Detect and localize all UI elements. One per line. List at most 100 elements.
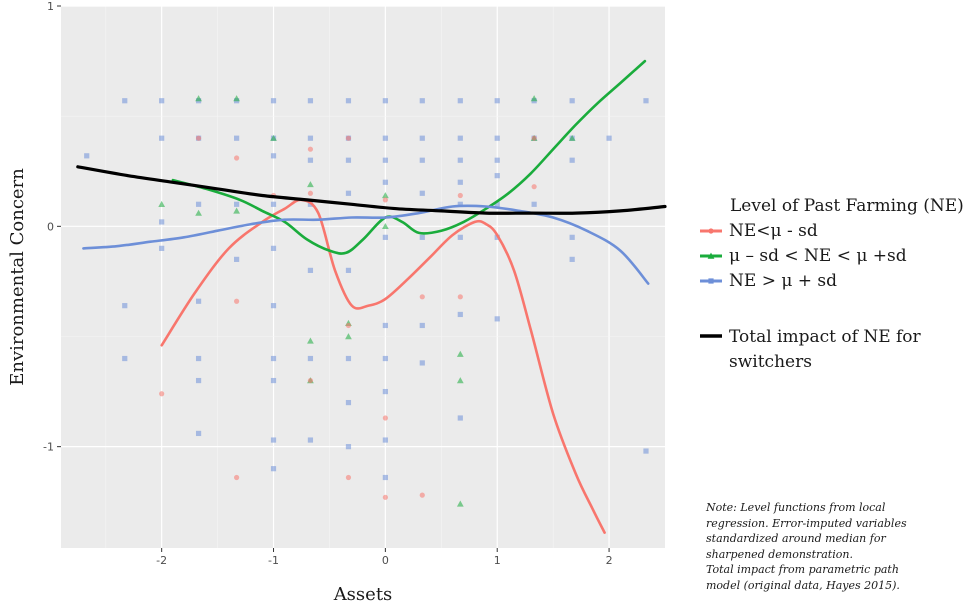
x-tick-label: -1: [268, 554, 279, 567]
data-point: [159, 245, 165, 251]
data-point: [195, 377, 202, 384]
data-point: [381, 192, 389, 199]
footnote-line: Total impact from parametric path: [706, 563, 899, 576]
data-point: [270, 153, 277, 159]
data-point: [531, 184, 537, 190]
footnote-line: model (original data, Hayes 2015).: [706, 578, 900, 592]
data-point: [494, 135, 500, 141]
legend-label: NE<μ - sd: [729, 221, 818, 241]
data-point: [456, 500, 464, 507]
data-point: [457, 98, 463, 104]
data-point: [382, 179, 388, 185]
data-point: [345, 135, 352, 141]
data-point: [345, 190, 352, 196]
data-point: [419, 492, 425, 498]
plot-panel: [61, 6, 665, 548]
data-point: [457, 135, 463, 141]
data-point: [307, 135, 314, 141]
x-tick-label: 2: [606, 554, 613, 567]
data-point: [419, 157, 425, 163]
data-point: [345, 333, 352, 340]
data-point: [457, 157, 463, 163]
data-point: [382, 197, 388, 203]
data-point: [457, 192, 463, 199]
y-axis-ticks: -1 0 1: [43, 0, 61, 454]
x-axis-ticks: -2 -1 0 1 2: [156, 548, 613, 567]
data-point: [195, 201, 202, 207]
data-point: [531, 201, 537, 207]
data-point: [530, 95, 538, 102]
data-point: [307, 267, 314, 273]
data-point: [643, 448, 649, 454]
data-point: [419, 234, 425, 240]
grid-lines: [61, 5, 665, 548]
legend-title: Level of Past Farming (NE): [730, 196, 964, 216]
total-impact-curve: [76, 165, 667, 215]
data-point: [345, 444, 352, 450]
data-point: [419, 135, 425, 141]
data-point: [382, 234, 388, 240]
data-point: [233, 207, 240, 214]
y-tick-label: 1: [47, 0, 54, 13]
data-point: [457, 415, 463, 421]
data-point: [345, 399, 352, 406]
data-point: [122, 98, 128, 104]
data-point: [195, 135, 202, 141]
data-point: [606, 135, 612, 141]
legend-key-marker: [707, 252, 715, 259]
data-point: [307, 181, 314, 188]
data-point: [382, 474, 388, 481]
data-point: [270, 466, 277, 472]
legend-key-marker: [708, 228, 714, 234]
legend-label: μ – sd < NE < μ +sd: [729, 246, 907, 266]
data-point: [307, 146, 314, 152]
data-point: [456, 350, 464, 357]
data-point: [234, 474, 240, 481]
data-point: [195, 209, 202, 216]
data-point: [234, 256, 240, 262]
data-point: [382, 98, 388, 104]
data-point: [122, 303, 128, 309]
data-point: [457, 234, 463, 240]
legend-label: NE > μ + sd: [729, 271, 837, 291]
legend-label: Total impact of NE for: [729, 327, 922, 347]
data-point: [195, 95, 202, 102]
x-tick-label: -2: [156, 554, 167, 567]
data-point: [159, 135, 165, 141]
smooth-curves: [76, 59, 667, 534]
data-point: [494, 157, 500, 163]
data-point: [195, 355, 202, 362]
data-point: [270, 303, 277, 309]
data-point: [345, 157, 352, 163]
data-point: [494, 316, 500, 322]
data-point: [270, 377, 277, 384]
data-point: [381, 222, 389, 230]
data-point: [345, 267, 352, 273]
x-tick-label: 0: [382, 554, 389, 567]
footnote: Note: Level functions from local regress…: [706, 500, 968, 593]
data-point: [457, 311, 463, 318]
data-point: [270, 201, 277, 207]
data-point: [382, 135, 388, 141]
data-point: [307, 157, 314, 163]
data-point: [382, 415, 388, 421]
data-point: [419, 98, 425, 104]
data-point: [569, 234, 575, 240]
data-point: [382, 437, 388, 443]
data-point: [456, 377, 464, 384]
data-point: [569, 157, 575, 163]
data-point: [531, 135, 537, 141]
data-point: [270, 98, 277, 104]
data-point: [457, 294, 463, 300]
data-point: [158, 200, 166, 207]
low-ne-curve: [160, 198, 606, 534]
data-point: [345, 98, 352, 104]
data-point: [270, 245, 277, 251]
data-point: [569, 256, 575, 262]
legend-label: switchers: [729, 352, 812, 372]
data-point: [307, 98, 314, 104]
data-point: [195, 298, 202, 304]
data-point: [457, 179, 463, 185]
legend-key-marker: [708, 278, 714, 284]
